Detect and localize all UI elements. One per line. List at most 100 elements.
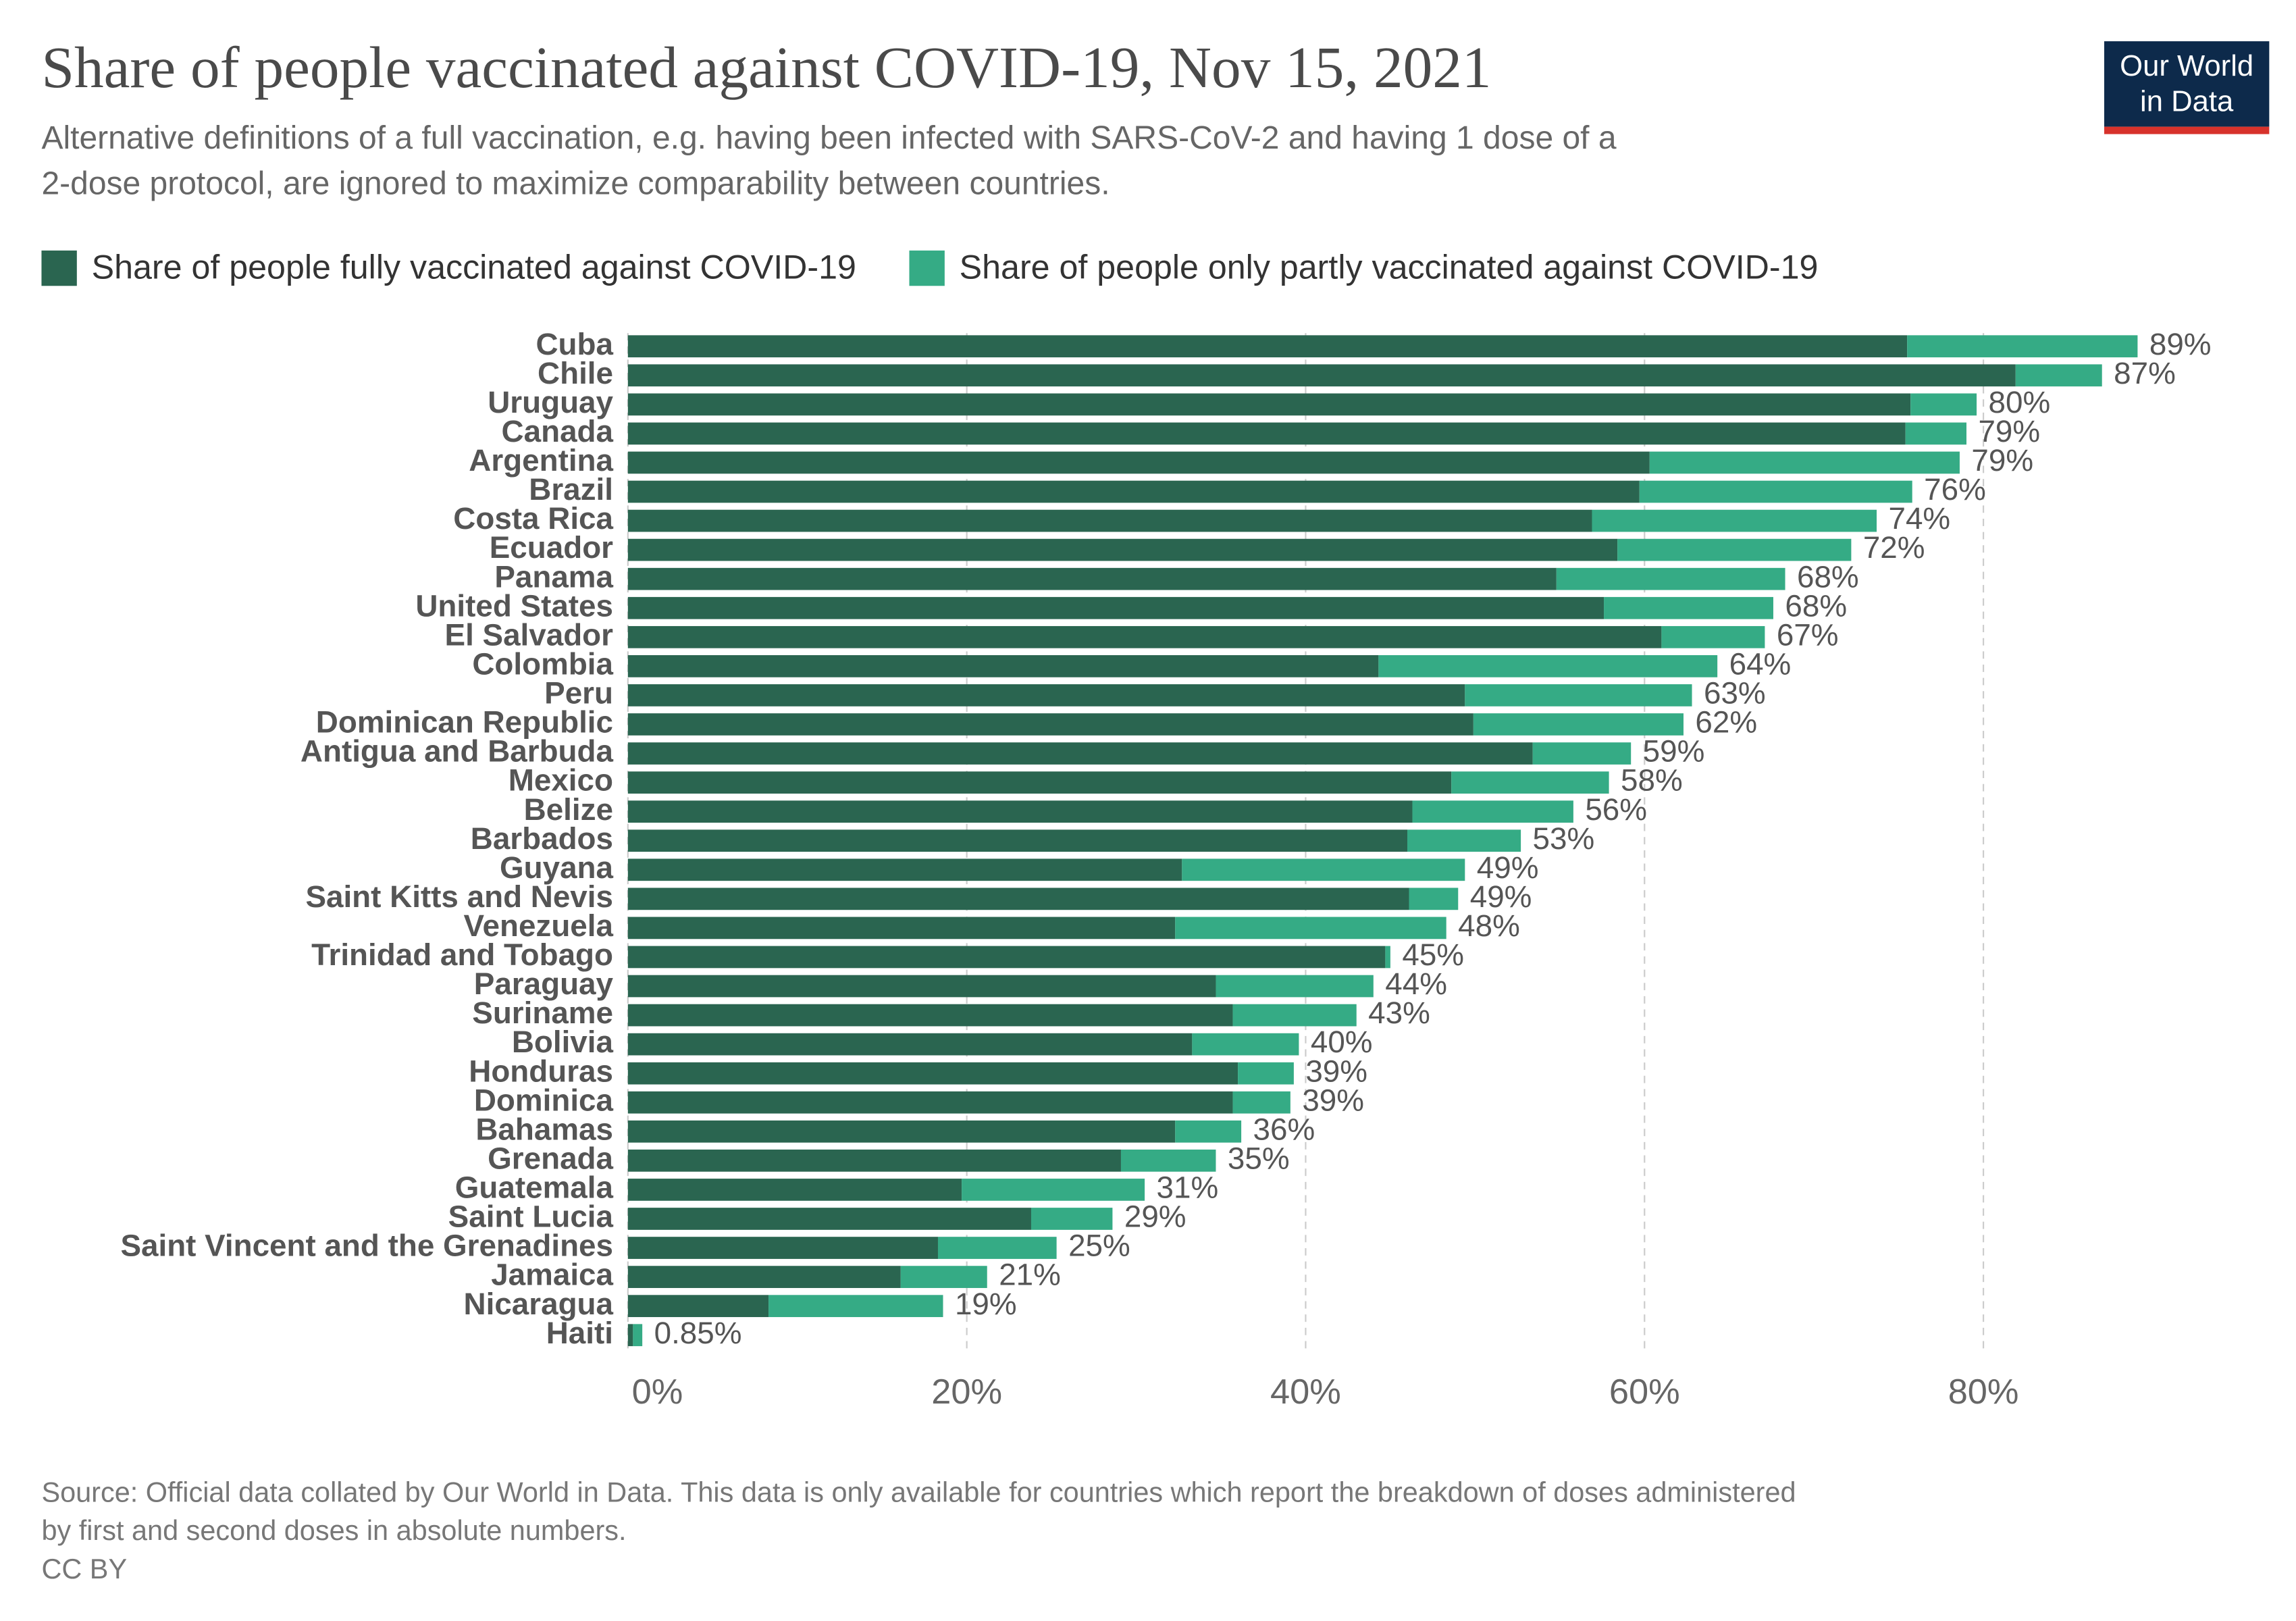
bar-segment: [627, 655, 1379, 677]
bar-segment: [627, 829, 1408, 852]
bar-segment: [627, 917, 1176, 940]
bar-segment: [1120, 1150, 1216, 1172]
bar-segment: [1639, 480, 1912, 503]
bar-segment: [1232, 1091, 1290, 1114]
bar-segment: [1232, 1004, 1357, 1027]
total-label: 59%: [1643, 734, 1705, 769]
logo-text: in Data: [2140, 85, 2234, 118]
y-tick-label: Nicaragua: [464, 1287, 614, 1321]
y-tick-label: Bolivia: [512, 1025, 614, 1059]
y-tick-label: Guyana: [500, 850, 614, 885]
total-label: 58%: [1621, 763, 1683, 798]
total-label: 62%: [1695, 705, 1757, 740]
bar-segment: [1412, 800, 1573, 823]
total-label: 40%: [1311, 1025, 1373, 1059]
y-tick-label: Uruguay: [488, 385, 613, 419]
bar-segment: [1216, 975, 1374, 998]
total-label: 45%: [1402, 937, 1464, 972]
legend-label: Share of people only partly vaccinated a…: [960, 249, 1819, 286]
total-label: 31%: [1157, 1170, 1219, 1205]
bar-segment: [1378, 655, 1718, 677]
bar-segment: [627, 887, 1409, 910]
y-tick-label: United States: [415, 588, 613, 623]
total-label: 21%: [999, 1258, 1061, 1292]
total-label: 87%: [2114, 356, 2176, 390]
bar-segment: [627, 596, 1604, 619]
bar-segment: [1182, 858, 1465, 881]
bar-segment: [627, 1208, 1031, 1230]
total-label: 68%: [1785, 588, 1847, 623]
total-label: 39%: [1305, 1054, 1367, 1088]
bar-segment: [1604, 596, 1773, 619]
y-tick-label: Bahamas: [475, 1112, 613, 1146]
bar-segment: [627, 684, 1465, 706]
y-tick-label: Colombia: [472, 646, 613, 681]
bar-segment: [627, 567, 1557, 590]
y-tick-label: Dominican Republic: [316, 705, 613, 740]
bar-segment: [627, 975, 1216, 998]
bar-segment: [1910, 393, 1977, 416]
bar-segment: [2015, 364, 2102, 387]
y-tick-label: El Salvador: [445, 617, 614, 652]
bar-segment: [627, 451, 1650, 474]
x-tick-label: 20%: [931, 1372, 1002, 1412]
total-label: 63%: [1704, 676, 1766, 711]
bar-segment: [627, 1295, 769, 1318]
x-tick-label: 60%: [1609, 1372, 1680, 1412]
bar-segment: [627, 742, 1533, 765]
logo-text: Our World: [2120, 50, 2253, 82]
y-tick-label: Barbados: [471, 821, 613, 856]
total-label: 25%: [1068, 1229, 1130, 1263]
y-tick-label: Grenada: [488, 1141, 613, 1175]
total-label: 56%: [1585, 792, 1647, 827]
bar-segment: [1532, 742, 1632, 765]
total-label: 49%: [1477, 850, 1539, 885]
total-label: 80%: [1989, 385, 2051, 419]
y-tick-label: Suriname: [472, 996, 613, 1030]
bar-segment: [627, 480, 1640, 503]
bar-segment: [627, 335, 1908, 358]
legend-swatch: [909, 250, 945, 286]
bar-segment: [627, 393, 1911, 416]
y-tick-label: Mexico: [508, 763, 613, 798]
y-tick-label: Canada: [502, 414, 614, 448]
bar-segment: [627, 1120, 1176, 1143]
y-tick-label: Jamaica: [491, 1258, 613, 1292]
y-tick-label: Honduras: [469, 1054, 613, 1088]
total-label: 48%: [1458, 908, 1520, 943]
bar-segment: [627, 946, 1386, 969]
bar-segment: [627, 538, 1618, 561]
legend-label: Share of people fully vaccinated against…: [92, 249, 856, 286]
total-label: 53%: [1533, 821, 1595, 856]
y-tick-label: Ecuador: [490, 530, 613, 565]
total-label: 0.85%: [654, 1316, 742, 1350]
bar-segment: [627, 1062, 1238, 1085]
y-tick-label: Panama: [494, 559, 613, 594]
bar-segment: [1030, 1208, 1113, 1230]
legend-swatch: [41, 250, 77, 286]
bar-segment: [627, 1091, 1233, 1114]
total-label: 39%: [1302, 1083, 1364, 1117]
y-tick-label: Paraguay: [474, 967, 614, 1001]
bar-segment: [1175, 917, 1446, 940]
bar-segment: [627, 1150, 1121, 1172]
bar-segment: [1465, 684, 1692, 706]
source: Source: Official data collated by Our Wo…: [41, 1476, 1796, 1508]
bar-segment: [1617, 538, 1852, 561]
source: by first and second doses in absolute nu…: [41, 1514, 626, 1546]
bar-segment: [1592, 509, 1877, 532]
bar-segment: [627, 1237, 938, 1259]
bar-segment: [627, 1033, 1193, 1056]
total-label: 79%: [1978, 414, 2040, 448]
bar-segment: [627, 625, 1662, 648]
bar-segment: [1556, 567, 1785, 590]
bar-segment: [627, 509, 1592, 532]
total-label: 89%: [2149, 327, 2212, 361]
bar-segment: [1473, 713, 1684, 736]
bar-segment: [1175, 1120, 1242, 1143]
bar-segment: [1451, 771, 1609, 794]
total-label: 64%: [1729, 646, 1792, 681]
bar-segment: [1649, 451, 1960, 474]
bar-segment: [937, 1237, 1057, 1259]
